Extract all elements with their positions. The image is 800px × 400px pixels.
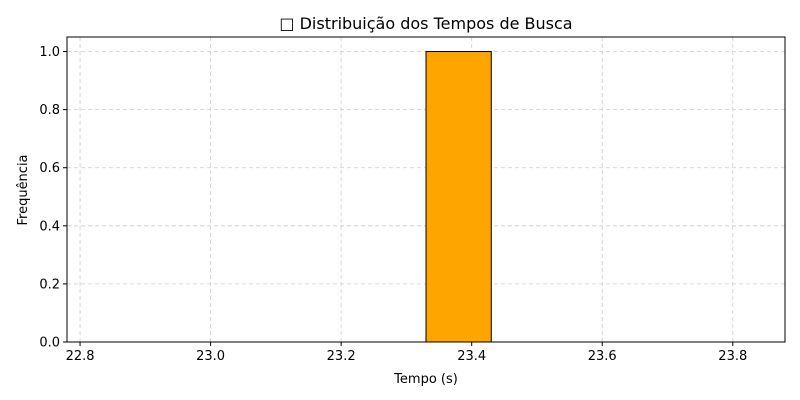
x-tick-label-1: 23.0 (196, 349, 225, 364)
x-axis-label: Tempo (s) (393, 372, 458, 387)
x-tick-label-4: 23.6 (588, 349, 617, 364)
x-axis-ticks: 22.8 23.0 23.2 23.4 23.6 23.8 (66, 342, 747, 364)
x-tick-label-0: 22.8 (66, 349, 95, 364)
y-tick-label-1: 0.2 (39, 277, 60, 292)
x-tick-label-3: 23.4 (457, 349, 486, 364)
y-tick-label-4: 0.8 (39, 103, 60, 118)
y-tick-label-2: 0.4 (39, 219, 60, 234)
y-axis-label: Frequência (16, 154, 31, 225)
plot-frame (66, 36, 786, 343)
x-tick-label-2: 23.2 (327, 349, 356, 364)
y-tick-label-5: 1.0 (39, 45, 60, 60)
histogram-bar-5 (425, 51, 492, 343)
y-tick-label-3: 0.6 (39, 161, 60, 176)
y-axis-ticks: 0.0 0.2 0.4 0.6 0.8 1.0 (39, 45, 67, 351)
chart-title: □ Distribuição dos Tempos de Busca (279, 14, 572, 33)
x-tick-label-5: 23.8 (718, 349, 747, 364)
y-tick-label-0: 0.0 (39, 336, 60, 351)
